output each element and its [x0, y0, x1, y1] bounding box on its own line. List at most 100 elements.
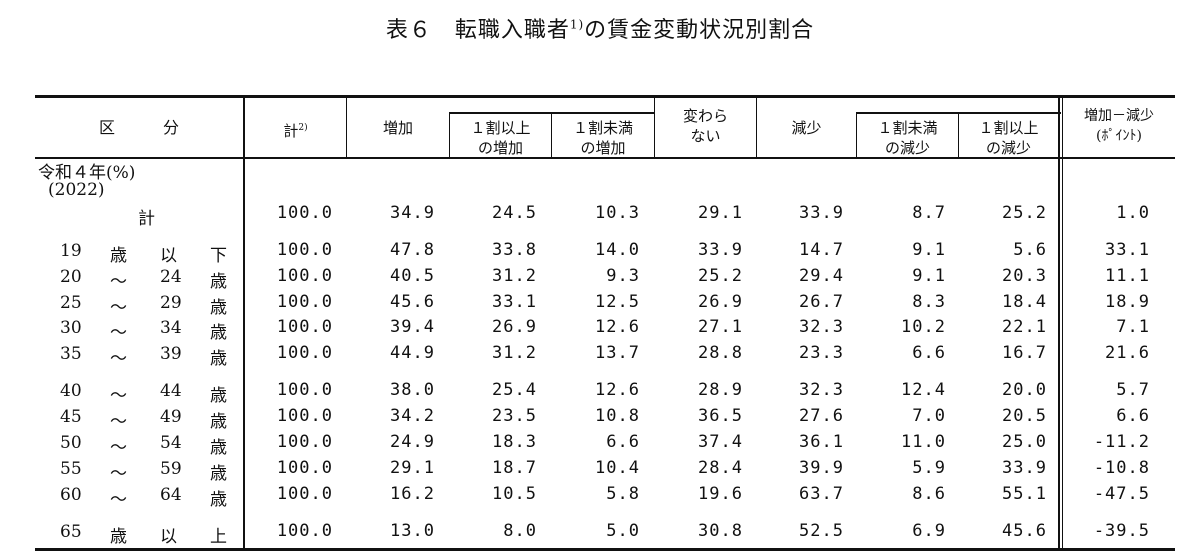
table-cell: 8.7	[912, 203, 946, 223]
table-cell: 12.4	[901, 380, 946, 400]
header-genshou-1wari-miman: １割未満 の減少	[877, 119, 938, 157]
header-kawaranai: 変わら ない	[682, 107, 728, 145]
table-cell: 24.5	[492, 203, 537, 223]
table-cell: 12.6	[595, 380, 640, 400]
divider-zouka	[449, 112, 450, 157]
table-cell: 14.0	[595, 240, 640, 260]
row-label: 45	[60, 407, 82, 427]
row-label: 35	[60, 344, 82, 364]
table-cell: 10.3	[595, 203, 640, 223]
row-label: 50	[60, 433, 82, 453]
table-cell: 100.0	[276, 203, 333, 223]
header-zouka: 増加	[382, 119, 413, 137]
table-cell: 18.4	[1002, 292, 1047, 312]
table-cell: 25.2	[698, 266, 743, 286]
row-label: 歳	[110, 527, 127, 547]
table-cell: 100.0	[276, 317, 333, 337]
row-label: ～	[110, 438, 127, 458]
table-cell: 6.6	[912, 343, 946, 363]
table-cell: 28.9	[698, 380, 743, 400]
table-cell: 26.9	[492, 317, 537, 337]
table-cell: 18.7	[492, 458, 537, 478]
row-label: 下	[210, 246, 227, 266]
table-cell: 37.4	[698, 432, 743, 452]
table-cell: 6.6	[606, 432, 640, 452]
table-cell: 100.0	[276, 240, 333, 260]
table-cell: 13.7	[595, 343, 640, 363]
row-label: ～	[110, 412, 127, 432]
table-cell: 36.5	[698, 406, 743, 426]
table-cell: 27.1	[698, 317, 743, 337]
table-cell: 16.7	[1002, 343, 1047, 363]
table-cell: 100.0	[276, 380, 333, 400]
row-label: 59	[160, 459, 182, 479]
table-cell: 18.3	[492, 432, 537, 452]
table-cell: 31.2	[492, 266, 537, 286]
table-cell: 23.3	[799, 343, 844, 363]
header-kubun: 区 分	[98, 118, 179, 137]
table-cell: 16.2	[390, 484, 435, 504]
table-cell: 9.3	[606, 266, 640, 286]
table-cell: 31.2	[492, 343, 537, 363]
table-cell: 45.6	[1002, 521, 1047, 541]
table-cell: -10.8	[1093, 458, 1150, 478]
header-sa: 増加－減少 (ﾎﾟｲﾝﾄ)	[1084, 108, 1154, 144]
header-zouka-1wari-ijou: １割以上 の増加	[470, 119, 531, 157]
year-label: 令和４年(%)	[38, 163, 136, 183]
table-cell: 5.8	[606, 484, 640, 504]
table-cell: 8.0	[503, 521, 537, 541]
bottom-rule	[35, 548, 1175, 551]
table-cell: 7.0	[912, 406, 946, 426]
table-cell: 30.8	[698, 521, 743, 541]
header-genshou-1wari-ijou: １割以上 の減少	[978, 119, 1039, 157]
table-cell: 12.5	[595, 292, 640, 312]
header-kei: 計2)	[283, 122, 308, 140]
table-cell: 100.0	[276, 292, 333, 312]
table-cell: 25.2	[1002, 203, 1047, 223]
table-cell: 24.9	[390, 432, 435, 452]
row-label: 歳	[210, 298, 227, 318]
table-cell: 20.5	[1002, 406, 1047, 426]
row-label: 歳	[110, 246, 127, 266]
table-cell: -47.5	[1093, 484, 1150, 504]
row-label: 20	[60, 267, 82, 287]
table-cell: 25.0	[1002, 432, 1047, 452]
table-cell: 20.0	[1002, 380, 1047, 400]
row-label: 歳	[210, 349, 227, 369]
row-label: ～	[110, 349, 127, 369]
table-cell: 10.4	[595, 458, 640, 478]
table-cell: 33.9	[799, 203, 844, 223]
table-cell: 18.9	[1105, 292, 1150, 312]
table-cell: 36.1	[799, 432, 844, 452]
table-cell: 7.1	[1116, 317, 1150, 337]
table-cell: 14.7	[799, 240, 844, 260]
table-cell: 19.6	[698, 484, 743, 504]
row-label: 24	[160, 267, 182, 287]
table-cell: 29.1	[698, 203, 743, 223]
row-label: 歳	[210, 490, 227, 510]
table-cell: 32.3	[799, 380, 844, 400]
row-label: 34	[160, 318, 182, 338]
row-label: 上	[210, 527, 227, 547]
row-label: 歳	[210, 386, 227, 406]
table-cell: 25.4	[492, 380, 537, 400]
divider-kawaranai-left	[654, 95, 655, 157]
table-cell: 10.8	[595, 406, 640, 426]
row-label: 39	[160, 344, 182, 364]
row-label: 60	[60, 485, 82, 505]
table-cell: 5.7	[1116, 380, 1150, 400]
table-cell: 100.0	[276, 484, 333, 504]
table-cell: 12.6	[595, 317, 640, 337]
table-cell: 11.1	[1105, 266, 1150, 286]
table-cell: 26.7	[799, 292, 844, 312]
table-cell: 9.1	[912, 240, 946, 260]
row-label: 計	[138, 209, 155, 229]
row-label: ～	[110, 323, 127, 343]
year-sub-label: (2022)	[48, 180, 105, 200]
table-cell: 100.0	[276, 458, 333, 478]
row-label: 25	[60, 293, 82, 313]
table-cell: 52.5	[799, 521, 844, 541]
table-cell: 100.0	[276, 406, 333, 426]
table-cell: 10.2	[901, 317, 946, 337]
